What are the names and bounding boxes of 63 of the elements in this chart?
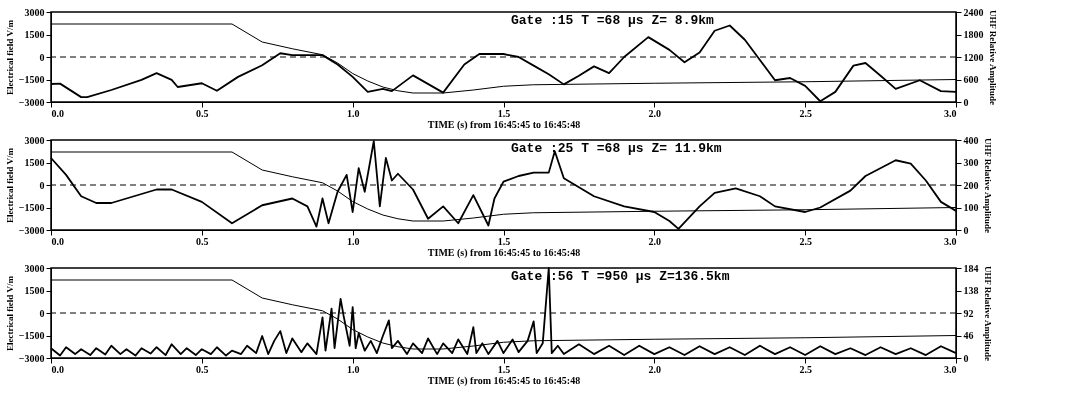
y-tick-label: 3000: [24, 6, 45, 18]
y2-tick-label: 92: [963, 307, 974, 319]
x-tick-label: 1.5: [497, 107, 511, 119]
x-tick-label: 0.5: [196, 235, 209, 247]
y2-tick-label: 1200: [963, 51, 984, 63]
annotation: Gate :25 T =68 µs Z= 11.9km: [511, 141, 722, 156]
y2-tick-label: 100: [963, 202, 979, 213]
x-tick-label: 2.5: [799, 363, 812, 375]
y2-tick-label: 2400: [963, 6, 984, 18]
y-tick-label: −1500: [18, 202, 45, 213]
annotation: Gate :15 T =68 µs Z= 8.9km: [511, 13, 715, 28]
y-tick-label: −3000: [18, 352, 45, 364]
annotation: Gate :56 T =950 µs Z=136.5km: [511, 269, 730, 284]
x-tick-label: 0.5: [196, 107, 209, 119]
y-tick-label: −1500: [18, 330, 45, 341]
y2-tick-label: 400: [963, 134, 979, 146]
y-tick-label: −3000: [18, 96, 45, 108]
x-tick-label: 0.5: [196, 363, 209, 375]
y2-tick-label: 0: [963, 224, 969, 236]
x-tick-label: 3.0: [944, 235, 957, 247]
y-axis-title: Electrical field V/m: [4, 275, 15, 351]
y-tick-label: 0: [39, 307, 45, 319]
y2-axis-title: UHF Relative Amplitude: [982, 137, 993, 234]
y2-tick-label: 138: [963, 285, 979, 296]
y2-tick-label: 1800: [963, 29, 984, 40]
x-tick-label: 0.0: [51, 235, 64, 247]
x-tick-label: 2.5: [799, 235, 812, 247]
x-axis-title: TIME (s) from 16:45:45 to 16:45:48: [427, 246, 581, 259]
x-tick-label: 1.5: [497, 235, 511, 247]
y2-tick-label: 184: [963, 262, 979, 274]
x-axis-title: TIME (s) from 16:45:45 to 16:45:48: [427, 374, 581, 387]
y-tick-label: 1500: [24, 285, 45, 296]
y-tick-label: −1500: [18, 74, 45, 85]
x-tick-label: 0.0: [51, 107, 64, 119]
y-tick-label: 0: [39, 51, 45, 63]
x-tick-label: 2.0: [648, 235, 662, 247]
y-tick-label: −3000: [18, 224, 45, 236]
y-tick-label: 1500: [24, 157, 45, 168]
x-tick-label: 3.0: [944, 363, 957, 375]
x-tick-label: 1.0: [346, 235, 360, 247]
x-tick-label: 2.0: [648, 107, 662, 119]
y-tick-label: 0: [39, 179, 45, 191]
x-tick-label: 1.5: [497, 363, 511, 375]
y-axis-title: Electrical field V/m: [4, 147, 15, 223]
x-tick-label: 0.0: [51, 363, 64, 375]
y2-tick-label: 46: [963, 330, 974, 341]
x-tick-label: 2.5: [799, 107, 812, 119]
x-tick-label: 3.0: [944, 107, 957, 119]
y-axis-title: Electrical field V/m: [4, 19, 15, 95]
x-tick-label: 1.0: [346, 107, 360, 119]
x-axis-title: TIME (s) from 16:45:45 to 16:45:48: [427, 118, 581, 131]
y2-tick-label: 600: [963, 74, 979, 85]
x-tick-label: 1.0: [346, 363, 360, 375]
y2-tick-label: 0: [963, 96, 969, 108]
y-tick-label: 1500: [24, 29, 45, 40]
x-tick-label: 2.0: [648, 363, 662, 375]
y-tick-label: 3000: [24, 134, 45, 146]
y2-axis-title: UHF Relative Amplitude: [987, 9, 998, 106]
y-tick-label: 3000: [24, 262, 45, 274]
y2-axis-title: UHF Relative Amplitude: [982, 265, 993, 362]
y2-tick-label: 200: [963, 179, 979, 191]
y2-tick-label: 300: [963, 157, 979, 168]
y2-tick-label: 0: [963, 352, 969, 364]
